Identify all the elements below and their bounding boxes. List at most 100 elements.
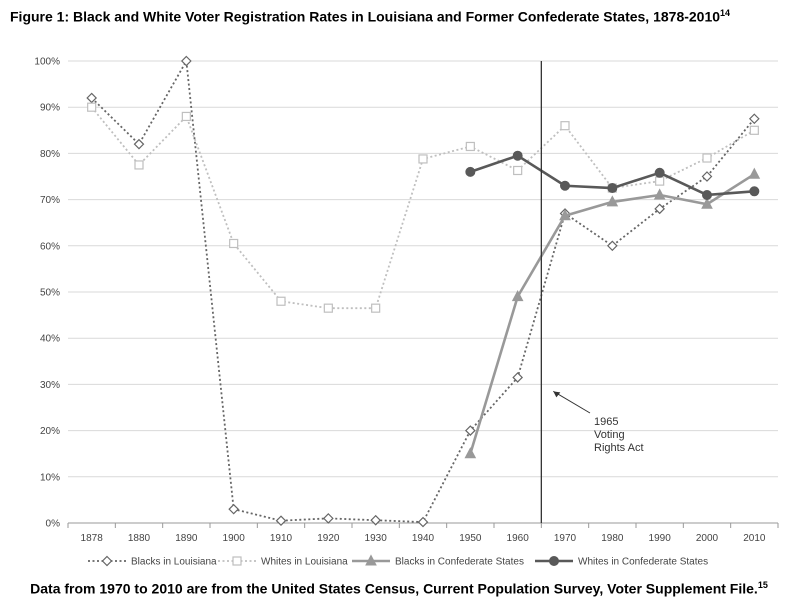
data-point-whites-in-confederate-states — [654, 167, 665, 178]
annotation-text: 1965 — [594, 416, 618, 428]
data-point-whites-in-louisiana — [749, 125, 759, 135]
data-point-whites-in-louisiana — [560, 121, 570, 131]
x-tick-label: 1950 — [459, 533, 482, 544]
y-tick-label: 100% — [34, 57, 60, 68]
legend: Blacks in Louisiana Whites in Louisiana Bl… — [88, 554, 708, 568]
series-line-blacks-in-confederate-states — [469, 173, 756, 455]
x-tick-label: 1980 — [601, 533, 624, 544]
data-point-whites-in-confederate-states — [465, 166, 476, 177]
legend-item-whites-in-confederate-states: Whites in Confederate States — [535, 556, 708, 568]
y-tick-label: 70% — [40, 195, 60, 206]
data-point-blacks-in-louisiana — [322, 513, 334, 524]
x-tick-label: 1880 — [128, 533, 151, 544]
legend-label-blacks-in-confederate-states: Blacks in Confederate States — [395, 557, 524, 568]
data-point-blacks-in-confederate-states — [748, 167, 761, 179]
data-point-whites-in-louisiana — [418, 154, 428, 164]
data-point-whites-in-louisiana — [276, 296, 286, 306]
data-point-whites-in-louisiana — [134, 160, 144, 170]
data-point-blacks-in-confederate-states — [511, 290, 524, 302]
data-point-whites-in-louisiana — [323, 303, 333, 313]
legend-item-blacks-in-louisiana: Blacks in Louisiana — [88, 555, 217, 568]
data-point-whites-in-confederate-states — [607, 183, 618, 194]
legend-marker-blacks-in-confederate-states — [365, 554, 377, 566]
legend-label-blacks-in-louisiana: Blacks in Louisiana — [131, 557, 217, 568]
gridlines — [68, 60, 778, 524]
data-point-whites-in-confederate-states — [702, 189, 712, 200]
data-point-blacks-in-louisiana — [133, 138, 145, 150]
annotation-arrowhead — [553, 391, 561, 398]
x-tick-label: 1930 — [365, 533, 388, 544]
series-line-blacks-in-louisiana — [91, 60, 756, 523]
data-point-blacks-in-louisiana — [464, 425, 476, 436]
data-point-blacks-in-louisiana — [228, 503, 240, 515]
annotation-text: Voting — [594, 429, 625, 441]
y-tick-label: 90% — [40, 103, 60, 114]
data-point-whites-in-louisiana — [229, 238, 239, 249]
data-point-blacks-in-confederate-states — [653, 188, 666, 200]
data-point-whites-in-louisiana — [655, 176, 665, 186]
data-point-blacks-in-confederate-states — [559, 209, 571, 221]
annotation-arrow — [553, 390, 591, 414]
data-point-blacks-in-louisiana — [275, 515, 287, 527]
x-tick-label: 1910 — [270, 533, 293, 544]
x-tick-label: 1990 — [649, 533, 672, 544]
data-point-blacks-in-louisiana — [701, 171, 713, 182]
data-point-whites-in-louisiana — [181, 111, 191, 122]
data-point-blacks-in-confederate-states — [606, 195, 619, 207]
data-point-blacks-in-louisiana — [748, 113, 760, 125]
y-tick-label: 60% — [40, 241, 60, 252]
data-point-whites-in-louisiana — [513, 165, 523, 176]
data-point-whites-in-louisiana — [465, 141, 475, 152]
y-tick-label: 40% — [40, 334, 60, 345]
data-point-whites-in-confederate-states — [560, 180, 570, 191]
series-blacks-in-confederate-states — [464, 167, 761, 459]
legend-marker-whites-in-louisiana — [232, 556, 242, 566]
x-tick-label: 2010 — [743, 533, 766, 544]
series-lines — [86, 55, 761, 528]
y-axis-ticks: 0% 10% 20% 30% 40% 50% 60% 70% 80% 90% 100% — [34, 57, 60, 530]
data-point-blacks-in-louisiana — [606, 240, 618, 252]
data-point-blacks-in-confederate-states — [464, 447, 477, 459]
series-blacks-in-louisiana — [86, 55, 760, 528]
x-tick-label: 1920 — [317, 533, 340, 544]
data-point-blacks-in-louisiana — [654, 203, 666, 215]
y-tick-label: 80% — [40, 149, 60, 160]
annotation-text: Rights Act — [594, 442, 644, 454]
data-point-blacks-in-louisiana — [180, 55, 192, 67]
legend-item-whites-in-louisiana: Whites in Louisiana — [218, 556, 348, 568]
data-point-whites-in-confederate-states — [749, 186, 760, 197]
series-whites-in-louisiana — [87, 102, 759, 313]
data-point-blacks-in-louisiana — [370, 514, 382, 526]
y-tick-label: 0% — [46, 519, 61, 530]
legend-marker-blacks-in-louisiana — [101, 555, 113, 567]
x-tick-label: 1960 — [507, 533, 530, 544]
x-tick-label: 1900 — [223, 533, 246, 544]
data-point-whites-in-louisiana — [702, 153, 712, 163]
data-point-blacks-in-louisiana — [512, 372, 524, 383]
data-point-whites-in-louisiana — [87, 102, 97, 112]
series-line-whites-in-louisiana — [90, 106, 755, 310]
data-point-blacks-in-confederate-states — [701, 197, 713, 209]
y-tick-label: 20% — [40, 426, 60, 437]
data-point-blacks-in-louisiana — [86, 92, 98, 104]
data-point-whites-in-confederate-states — [512, 150, 523, 161]
y-tick-label: 50% — [40, 288, 60, 299]
x-tick-label: 1878 — [81, 533, 104, 544]
legend-label-whites-in-louisiana: Whites in Louisiana — [261, 557, 348, 568]
figure-footer-source: Data from 1970 to 2010 are from the Unit… — [30, 580, 768, 597]
x-axis-ticks: 1878 1880 1890 1900 1910 1920 1930 1940 1950 1960… — [67, 523, 779, 544]
data-point-whites-in-louisiana — [371, 303, 381, 313]
legend-item-blacks-in-confederate-states: Blacks in Confederate States — [352, 554, 524, 568]
y-tick-label: 30% — [40, 380, 60, 391]
x-tick-label: 2000 — [696, 533, 719, 544]
legend-label-whites-in-confederate-states: Whites in Confederate States — [578, 557, 708, 568]
x-tick-label: 1890 — [175, 533, 198, 544]
series-whites-in-confederate-states — [465, 150, 760, 200]
y-tick-label: 10% — [40, 472, 60, 483]
legend-marker-whites-in-confederate-states — [549, 556, 559, 566]
figure-title: Figure 1: Black and White Voter Registra… — [10, 8, 731, 25]
data-point-blacks-in-louisiana — [417, 516, 429, 528]
x-tick-label: 1970 — [554, 533, 577, 544]
